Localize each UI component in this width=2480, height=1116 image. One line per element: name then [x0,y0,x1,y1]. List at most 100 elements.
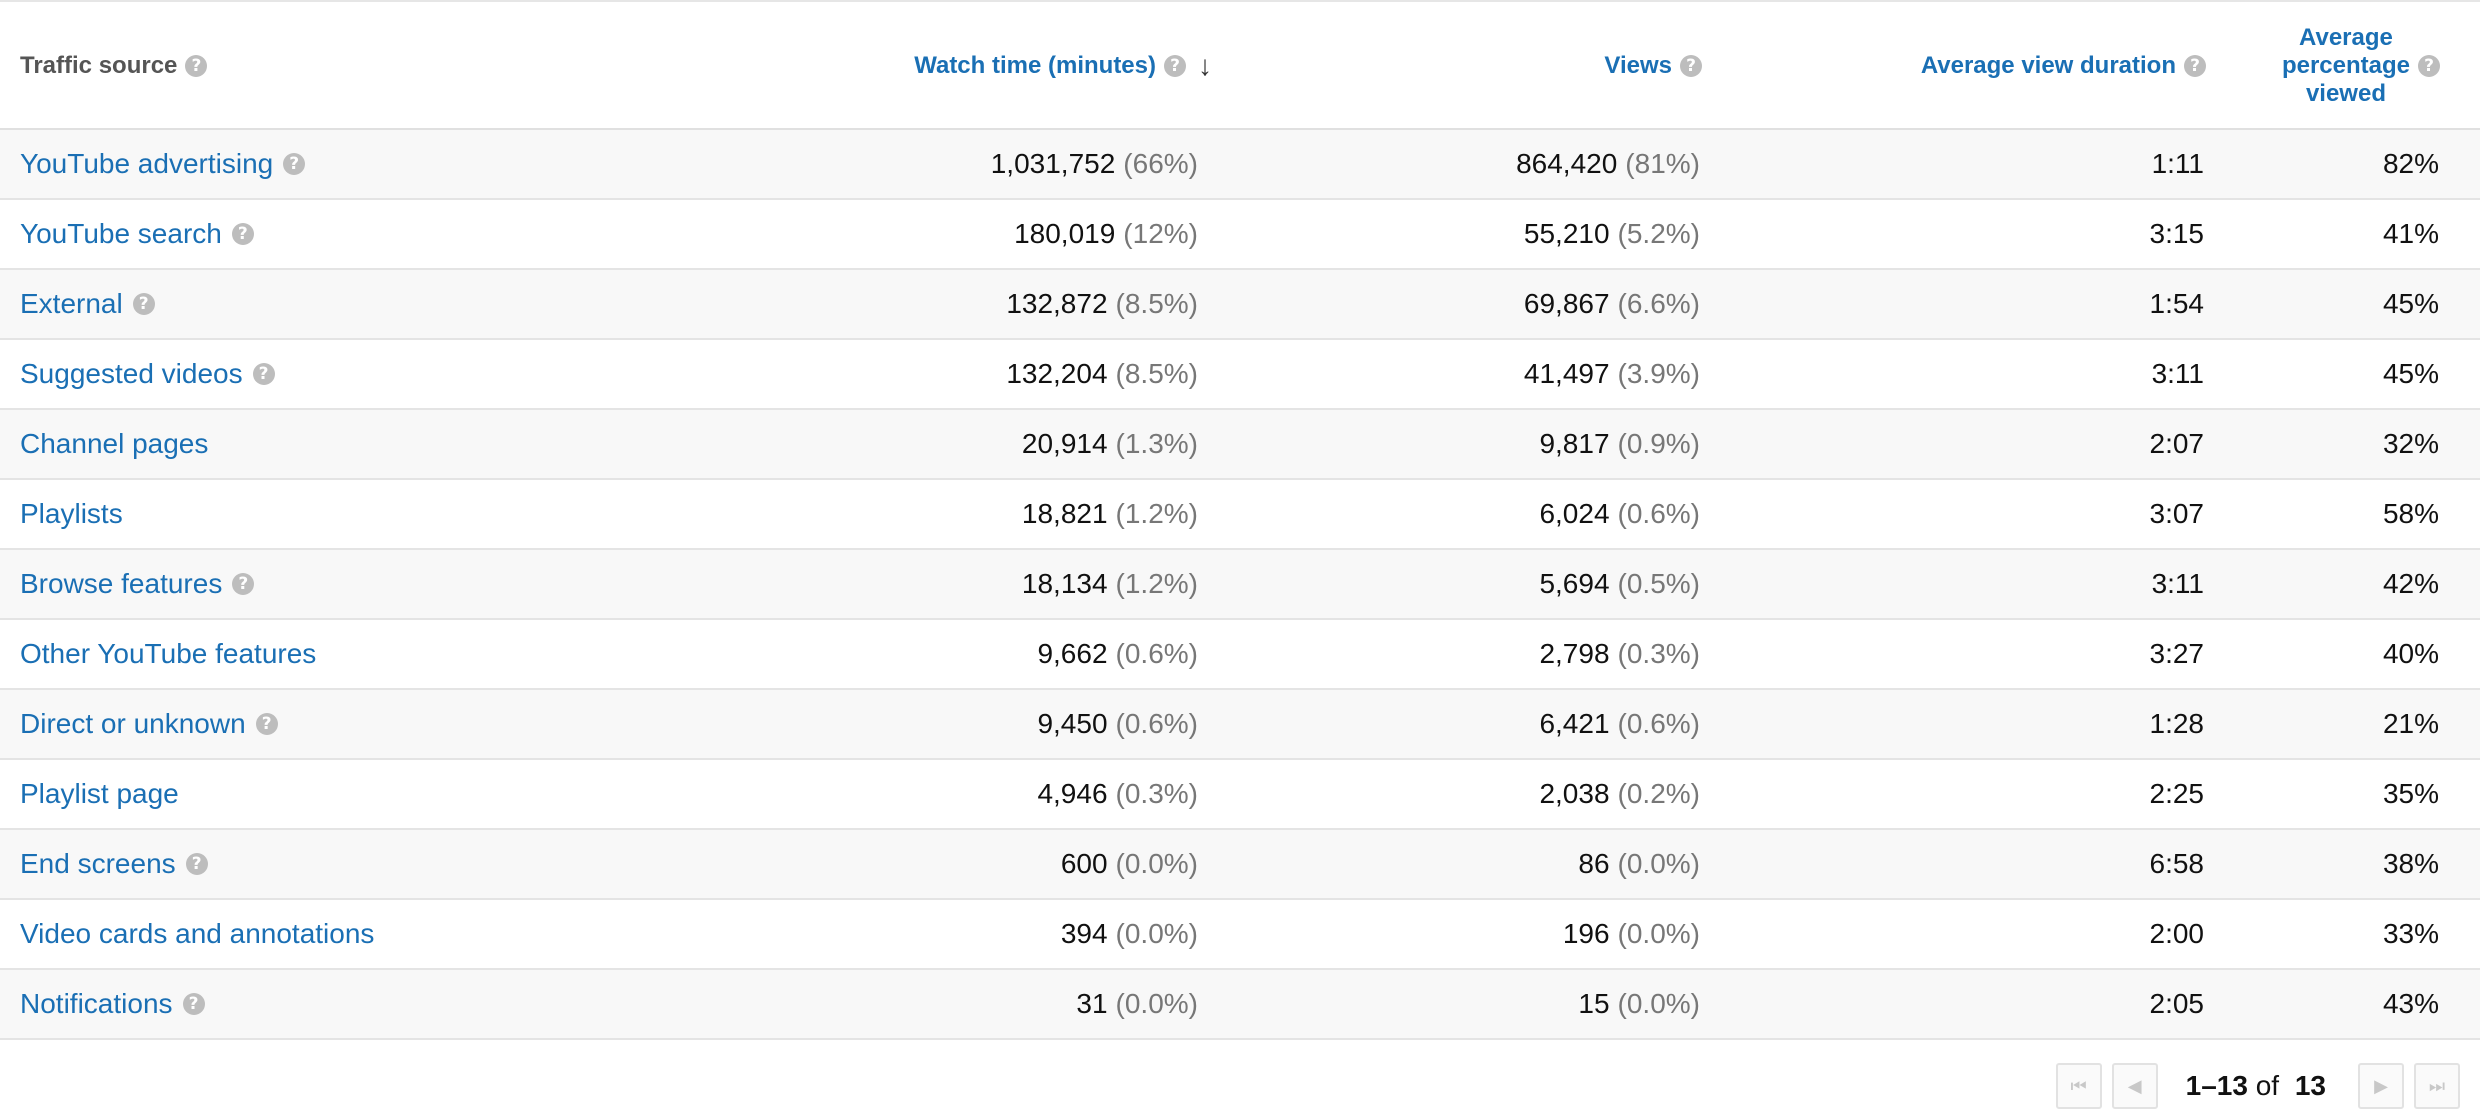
views-value: 2,038 [1539,778,1610,809]
arrow-down-icon[interactable]: ↓ [1198,50,1212,81]
watch-time-share: (12%) [1123,218,1198,249]
average-view-duration-value: 3:27 [2149,638,2205,669]
traffic-source-cell: Direct or unknown? [20,690,278,758]
help-icon[interactable]: ? [1680,55,1702,77]
traffic-source-cell: Other YouTube features [20,620,316,688]
traffic-source-link[interactable]: Direct or unknown [20,708,246,739]
views-share: (6.6%) [1617,288,1700,319]
watch-time-share: (8.5%) [1115,288,1198,319]
traffic-source-cell: External? [20,270,155,338]
traffic-source-link[interactable]: YouTube search [20,218,222,249]
average-percentage-viewed-value: 43% [2382,988,2439,1019]
average-percentage-viewed-cell: 82% [2240,130,2439,198]
help-icon[interactable]: ? [232,573,255,595]
average-view-duration-cell: 6:58 [1780,830,2205,898]
average-view-duration-value: 1:28 [2149,708,2205,739]
average-percentage-viewed-cell: 43% [2240,970,2439,1038]
help-icon[interactable]: ? [132,293,155,315]
average-percentage-viewed-cell: 38% [2240,830,2439,898]
column-header-watch-time[interactable]: Watch time (minutes) ? ↓ [800,2,1212,130]
table-row: YouTube advertising? 1,031,752 (66%) 864,42… [0,130,2480,200]
watch-time-value: 180,019 [1014,218,1116,249]
views-cell: 69,867 (6.6%) [1300,270,1700,338]
traffic-source-link[interactable]: Other YouTube features [20,638,317,669]
watch-time-value: 600 [1060,848,1108,879]
watch-time-cell: 180,019 (12%) [800,200,1198,268]
table-row: External? 132,872 (8.5%) 69,867 (6.6%) 1:54 45… [0,270,2480,340]
previous-page-button[interactable]: ◀ [2111,1063,2158,1109]
last-page-button[interactable]: ⏭ [2414,1063,2460,1109]
help-icon[interactable]: ? [2184,55,2206,77]
next-page-button[interactable]: ▶ [2358,1063,2404,1109]
average-percentage-viewed-value: 45% [2382,288,2439,319]
help-icon[interactable]: ? [255,713,278,735]
watch-time-share: (1.2%) [1115,498,1198,529]
help-icon[interactable]: ? [2418,55,2440,77]
column-header-label: Views [1604,52,1672,79]
watch-time-value: 20,914 [1021,428,1108,459]
table-row: Notifications? 31 (0.0%) 15 (0.0%) 2:05 43% [0,970,2480,1040]
average-percentage-viewed-cell: 42% [2240,550,2439,618]
views-share: (0.6%) [1617,708,1700,739]
average-view-duration-cell: 3:07 [1780,480,2205,548]
watch-time-value: 4,946 [1037,778,1108,809]
traffic-source-link[interactable]: Suggested videos [20,358,243,389]
column-header-traffic-source[interactable]: Traffic source ? [20,2,420,130]
watch-time-cell: 132,204 (8.5%) [800,340,1198,408]
column-header-label: Average view duration [1920,52,2176,79]
pagination-range: 1–13 [2185,1070,2248,1101]
column-header-label: Watch time (minutes) [914,52,1156,79]
watch-time-share: (0.6%) [1115,708,1198,739]
views-cell: 55,210 (5.2%) [1300,200,1700,268]
help-icon[interactable]: ? [231,223,254,245]
table-row: Video cards and annotations 394 (0.0%) 196(… [0,900,2480,970]
average-percentage-viewed-value: 42% [2382,568,2439,599]
traffic-source-link[interactable]: YouTube advertising [20,148,274,179]
average-view-duration-value: 3:15 [2149,218,2205,249]
traffic-source-link[interactable]: Notifications [20,988,173,1019]
traffic-source-cell: Channel pages [20,410,208,478]
first-page-icon: ⏮ [2070,1075,2087,1096]
traffic-source-link[interactable]: External [20,288,123,319]
watch-time-value: 132,204 [1006,358,1108,389]
average-view-duration-cell: 3:27 [1780,620,2205,688]
table-header: Traffic source ? Watch time (minutes) ? … [0,0,2480,130]
average-percentage-viewed-cell: 32% [2240,410,2439,478]
traffic-source-link[interactable]: End screens [20,848,176,879]
help-icon[interactable]: ? [252,363,275,385]
average-view-duration-cell: 2:05 [1780,970,2205,1038]
column-header-average-percentage-viewed[interactable]: Average percentage viewed ? [2240,2,2440,130]
average-percentage-viewed-cell: 40% [2240,620,2439,688]
average-percentage-viewed-cell: 41% [2240,200,2439,268]
average-percentage-viewed-value: 35% [2382,778,2439,809]
average-view-duration-value: 2:05 [2149,988,2205,1019]
table-row: Channel pages 20,914 (1.3%) 9,817 (0.9%) 2:07… [0,410,2480,480]
first-page-button[interactable]: ⏮ [2055,1063,2102,1109]
traffic-source-link[interactable]: Browse features [20,568,223,599]
watch-time-share: (0.0%) [1115,918,1198,949]
traffic-source-link[interactable]: Playlists [20,498,123,529]
help-icon[interactable]: ? [185,55,208,77]
watch-time-cell: 18,821 (1.2%) [800,480,1198,548]
views-cell: 15 (0.0%) [1300,970,1700,1038]
traffic-source-cell: End screens? [20,830,208,898]
help-icon[interactable]: ? [283,153,306,175]
views-value: 6,024 [1539,498,1610,529]
views-share: (0.0%) [1617,918,1700,949]
help-icon[interactable]: ? [1164,55,1186,77]
watch-time-share: (0.6%) [1115,638,1198,669]
views-value: 69,867 [1523,288,1610,319]
column-header-views[interactable]: Views ? [1300,2,1702,130]
watch-time-value: 18,821 [1021,498,1108,529]
views-cell: 86 (0.0%) [1300,830,1700,898]
watch-time-value: 9,662 [1037,638,1108,669]
average-percentage-viewed-value: 45% [2382,358,2439,389]
traffic-source-link[interactable]: Playlist page [20,778,179,809]
column-header-average-view-duration[interactable]: Average view duration ? [1780,2,2206,130]
help-icon[interactable]: ? [185,853,208,875]
help-icon[interactable]: ? [182,993,205,1015]
traffic-source-link[interactable]: Video cards and annotations [20,918,375,949]
traffic-source-link[interactable]: Channel pages [20,428,209,459]
watch-time-cell: 132,872 (8.5%) [800,270,1198,338]
